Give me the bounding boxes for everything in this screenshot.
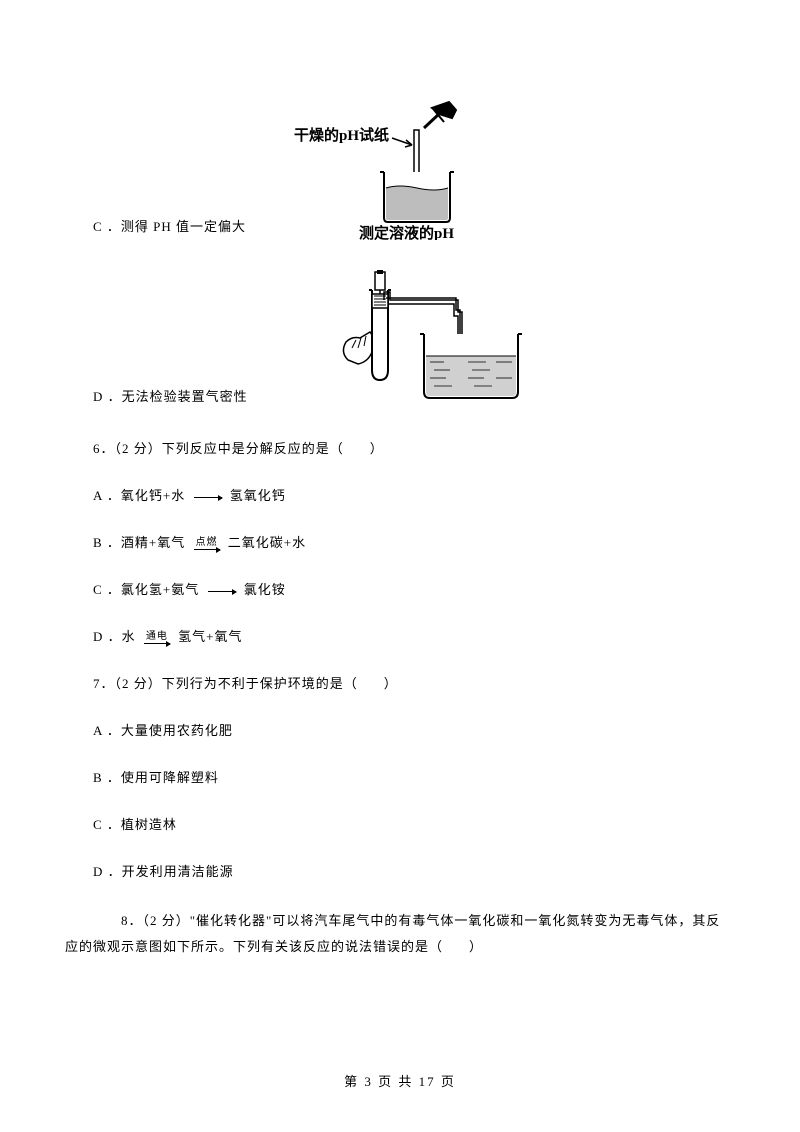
q8-stem: 8．（2 分）"催化转化器"可以将汽车尾气中的有毒气体一氧化碳和一氧化氮转变为无…: [65, 908, 735, 960]
ph-diagram: 干燥的pH试纸 测定溶液的pH: [284, 100, 472, 240]
q7-d: D ．开发利用清洁能源: [93, 861, 735, 880]
option-d-text: D ．无法检验装置气密性: [93, 386, 248, 410]
q6-b: B ．酒精+氧气 点燃 二氧化碳+水: [93, 532, 735, 551]
q7-c: C ．植树造林: [93, 814, 735, 833]
q6-d: D ．水 通电 氢气+氧气: [93, 626, 735, 645]
q6-c: C ．氯化氢+氨气 氯化铵: [93, 579, 735, 598]
svg-text:干燥的pH试纸: 干燥的pH试纸: [294, 126, 389, 144]
svg-text:测定溶液的pH: 测定溶液的pH: [359, 224, 454, 240]
q6-a: A ．氧化钙+水 氢氧化钙: [93, 485, 735, 504]
page-footer: 第 3 页 共 17 页: [0, 1071, 800, 1090]
q7-stem: 7．（2 分）下列行为不利于保护环境的是（）: [93, 673, 735, 692]
gas-diagram: [328, 270, 548, 410]
q6-stem: 6．（2 分）下列反应中是分解反应的是（）: [93, 438, 735, 457]
q7-a: A ．大量使用农药化肥: [93, 720, 735, 739]
option-c-text: C ．测得 PH 值一定偏大: [93, 216, 246, 240]
q7-b: B ．使用可降解塑料: [93, 767, 735, 786]
